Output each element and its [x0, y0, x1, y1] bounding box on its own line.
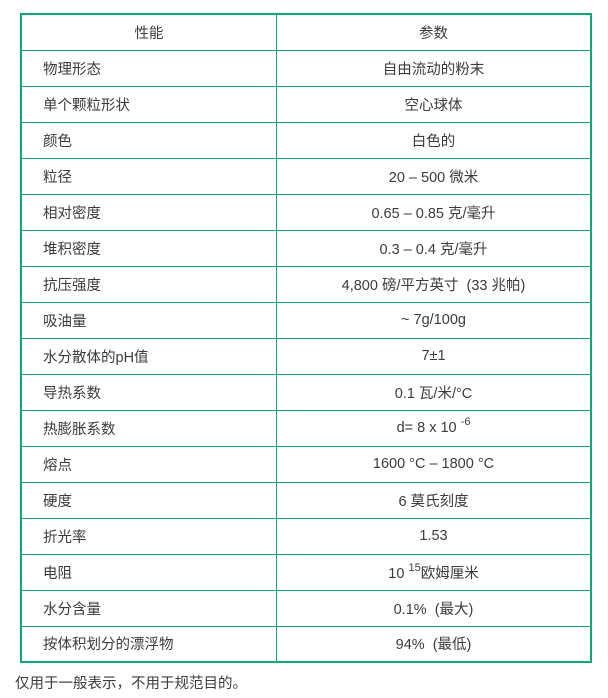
property-cell: 水分含量 — [20, 589, 277, 627]
table-row: 按体积划分的漂浮物 94% (最低) — [20, 625, 592, 663]
table-row: 热膨胀系数 d= 8 x 10 -6 — [20, 409, 592, 447]
property-cell: 导热系数 — [20, 373, 277, 411]
table-row: 粒径 20 – 500 微米 — [20, 157, 592, 195]
table-row: 水分含量 0.1% (最大) — [20, 589, 592, 627]
property-cell: 电阻 — [20, 553, 277, 591]
value-cell: ~ 7g/100g — [276, 301, 592, 339]
table-row: 电阻 10 15欧姆厘米 — [20, 553, 592, 591]
footnote: 仅用于一般表示，不用于规范目的。 — [15, 676, 247, 692]
table-row: 抗压强度 4,800 磅/平方英寸 (33 兆帕) — [20, 265, 592, 303]
property-cell: 水分散体的pH值 — [20, 337, 277, 375]
property-cell: 单个颗粒形状 — [20, 85, 277, 123]
header-cell-parameter: 参数 — [276, 13, 592, 51]
properties-table: 性能 参数 物理形态 自由流动的粉末 单个颗粒形状 空心球体 颜色 白色的 粒径 20 – 5… — [20, 13, 592, 663]
value-cell: 自由流动的粉末 — [276, 49, 592, 87]
property-cell: 吸油量 — [20, 301, 277, 339]
property-cell: 折光率 — [20, 517, 277, 555]
property-cell: 熔点 — [20, 445, 277, 483]
property-cell: 相对密度 — [20, 193, 277, 231]
value-cell: 4,800 磅/平方英寸 (33 兆帕) — [276, 265, 592, 303]
header-row: 性能 参数 — [20, 13, 592, 51]
value-cell: 10 15欧姆厘米 — [276, 553, 592, 591]
value-cell: 0.1% (最大) — [276, 589, 592, 627]
property-cell: 热膨胀系数 — [20, 409, 277, 447]
property-cell: 硬度 — [20, 481, 277, 519]
superscript: 15 — [408, 561, 421, 574]
value-cell: d= 8 x 10 -6 — [276, 409, 592, 447]
table-row: 折光率 1.53 — [20, 517, 592, 555]
table-row: 导热系数 0.1 瓦/米/°C — [20, 373, 592, 411]
property-cell: 颜色 — [20, 121, 277, 159]
value-cell: 20 – 500 微米 — [276, 157, 592, 195]
value-cell: 白色的 — [276, 121, 592, 159]
table-row: 单个颗粒形状 空心球体 — [20, 85, 592, 123]
table-row: 熔点 1600 °C – 1800 °C — [20, 445, 592, 483]
value-cell: 7±1 — [276, 337, 592, 375]
property-cell: 抗压强度 — [20, 265, 277, 303]
table-row: 水分散体的pH值 7±1 — [20, 337, 592, 375]
property-cell: 按体积划分的漂浮物 — [20, 625, 277, 663]
table-body: 物理形态 自由流动的粉末 单个颗粒形状 空心球体 颜色 白色的 粒径 20 – 500 微米相… — [20, 49, 592, 663]
value-cell: 6 莫氏刻度 — [276, 481, 592, 519]
value-cell: 94% (最低) — [276, 625, 592, 663]
property-cell: 粒径 — [20, 157, 277, 195]
table-row: 硬度 6 莫氏刻度 — [20, 481, 592, 519]
table-row: 物理形态 自由流动的粉末 — [20, 49, 592, 87]
header-cell-property: 性能 — [20, 13, 277, 51]
value-cell: 空心球体 — [276, 85, 592, 123]
value-cell: 0.3 – 0.4 克/毫升 — [276, 229, 592, 267]
value-cell: 1.53 — [276, 517, 592, 555]
value-cell: 0.65 – 0.85 克/毫升 — [276, 193, 592, 231]
table-row: 颜色 白色的 — [20, 121, 592, 159]
table-row: 相对密度 0.65 – 0.85 克/毫升 — [20, 193, 592, 231]
value-cell: 0.1 瓦/米/°C — [276, 373, 592, 411]
property-cell: 物理形态 — [20, 49, 277, 87]
property-cell: 堆积密度 — [20, 229, 277, 267]
value-cell: 1600 °C – 1800 °C — [276, 445, 592, 483]
superscript: -6 — [460, 416, 471, 429]
table-row: 吸油量 ~ 7g/100g — [20, 301, 592, 339]
table-row: 堆积密度 0.3 – 0.4 克/毫升 — [20, 229, 592, 267]
table-head: 性能 参数 — [20, 13, 592, 51]
